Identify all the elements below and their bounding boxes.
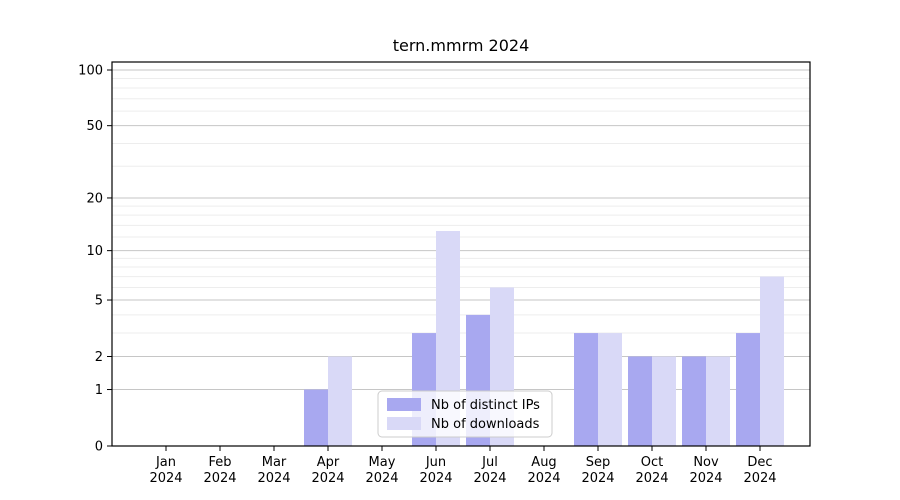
bar-sep-nb-of-distinct-ips bbox=[574, 333, 598, 446]
legend-box bbox=[377, 390, 553, 438]
chart-title: tern.mmrm 2024 bbox=[393, 36, 530, 55]
x-tick-label-feb: Feb 2024 bbox=[203, 455, 236, 486]
x-tick-label-jul: Jul 2024 bbox=[473, 455, 506, 486]
bar-sep-nb-of-downloads bbox=[598, 333, 622, 446]
x-tick-label-oct: Oct 2024 bbox=[635, 455, 668, 486]
y-tick-label-1: 1 bbox=[95, 383, 103, 398]
x-tick-label-aug: Aug 2024 bbox=[527, 455, 560, 486]
grid-layer bbox=[112, 69, 810, 391]
bar-oct-nb-of-distinct-ips bbox=[628, 356, 652, 446]
x-tick-label-sep: Sep 2024 bbox=[581, 455, 614, 486]
x-tick-label-nov: Nov 2024 bbox=[689, 455, 722, 486]
x-tick-label-jan: Jan 2024 bbox=[149, 455, 182, 486]
y-tick-label-20: 20 bbox=[86, 191, 103, 206]
y-tick-label-10: 10 bbox=[86, 244, 103, 259]
x-tick-label-dec: Dec 2024 bbox=[743, 455, 776, 486]
bar-dec-nb-of-distinct-ips bbox=[736, 333, 760, 446]
bar-nov-nb-of-distinct-ips bbox=[682, 356, 706, 446]
x-tick-label-apr: Apr 2024 bbox=[311, 455, 344, 486]
bar-apr-nb-of-distinct-ips bbox=[304, 389, 328, 446]
x-tick-label-jun: Jun 2024 bbox=[419, 455, 452, 486]
y-tick-label-0: 0 bbox=[95, 440, 103, 455]
x-tick-label-mar: Mar 2024 bbox=[257, 455, 290, 486]
ticks-layer: 0 1 2 5 10 20 50 100 Jan 2024 Feb 2024 Mar 2024 Apr 202… bbox=[78, 64, 776, 487]
bar-oct-nb-of-downloads bbox=[652, 356, 676, 446]
x-tick-label-may: May 2024 bbox=[365, 455, 398, 486]
bar-dec-nb-of-downloads bbox=[760, 276, 784, 446]
legend-swatch-downloads bbox=[387, 417, 421, 430]
y-tick-label-50: 50 bbox=[86, 119, 103, 134]
bar-nov-nb-of-downloads bbox=[706, 356, 730, 446]
y-tick-label-5: 5 bbox=[95, 294, 103, 309]
axes-box bbox=[111, 61, 811, 447]
bar-apr-nb-of-downloads bbox=[328, 356, 352, 446]
y-tick-label-100: 100 bbox=[78, 64, 103, 79]
legend: Nb of distinct IPs Nb of downloads bbox=[377, 390, 553, 438]
legend-label-distinct-ips: Nb of distinct IPs bbox=[431, 398, 540, 413]
legend-label-downloads: Nb of downloads bbox=[431, 417, 540, 432]
y-tick-label-2: 2 bbox=[95, 350, 103, 365]
legend-swatch-distinct-ips bbox=[387, 398, 421, 411]
